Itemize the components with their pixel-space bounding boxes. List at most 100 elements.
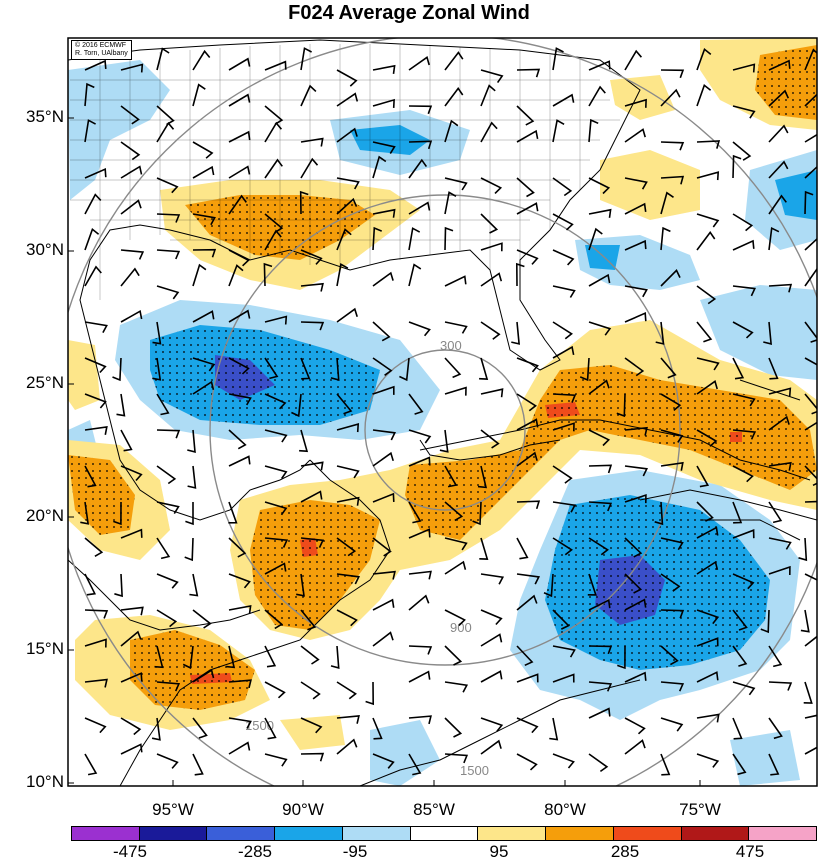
wind-barb	[264, 501, 288, 516]
wind-barb	[516, 537, 529, 560]
wind-barb	[804, 421, 817, 431]
wind-barb	[336, 573, 361, 585]
wind-barb	[444, 501, 464, 522]
wind-barb	[480, 573, 505, 585]
wind-barb	[624, 537, 643, 558]
wind-barb	[372, 492, 395, 503]
wind-barb	[156, 609, 178, 628]
wind-barb	[552, 753, 575, 769]
wind-barb	[444, 537, 468, 551]
colorbar-swatch	[478, 827, 547, 840]
wind-barb	[152, 321, 162, 345]
wind-barb	[372, 753, 395, 769]
wind-barb	[300, 137, 324, 147]
wind-barb	[732, 141, 752, 161]
wind-barb	[300, 717, 323, 734]
wind-barb	[408, 753, 422, 776]
wind-barb	[732, 717, 743, 740]
wind-barb	[768, 89, 790, 107]
wind-barb	[408, 715, 432, 725]
wind-barb	[84, 717, 107, 734]
lat-label-35n: 35°N	[26, 107, 64, 126]
wind-barb	[768, 283, 793, 293]
wind-barb	[480, 717, 504, 732]
wind-barb	[804, 165, 817, 179]
wind-barb	[444, 609, 466, 627]
wind-barb	[372, 537, 392, 557]
wind-barb	[84, 59, 107, 71]
wind-barb	[330, 645, 340, 669]
wind-barb	[480, 213, 499, 234]
wind-barb	[192, 213, 216, 226]
wind-barb	[192, 357, 216, 372]
wind-barb	[156, 573, 179, 589]
wind-barb	[187, 429, 196, 453]
wind-barb	[444, 119, 459, 143]
wind-barb	[624, 426, 648, 436]
wind-barb	[660, 429, 684, 443]
wind-barb	[84, 119, 96, 143]
ring-label-300: 300	[440, 338, 462, 353]
wind-barb	[516, 357, 539, 373]
wind-barb	[156, 465, 177, 485]
colorbar	[71, 826, 817, 841]
wind-barb	[408, 105, 433, 115]
wind-barb	[732, 357, 745, 380]
wind-barb	[228, 501, 238, 524]
wind-barb	[336, 465, 360, 479]
wind-barb	[300, 357, 311, 380]
wind-barb	[84, 537, 104, 557]
wind-barb	[552, 285, 576, 298]
wind-barb	[768, 681, 793, 691]
wind-barb	[588, 273, 611, 287]
ring-label-1500-south: 1500	[460, 763, 489, 778]
wind-barb	[336, 714, 360, 724]
wind-barb	[804, 190, 814, 215]
wind-barb	[804, 573, 817, 581]
wind-barb	[372, 631, 394, 647]
wind-barb	[264, 121, 283, 143]
ring-label-900: 900	[450, 620, 472, 635]
wind-barb	[264, 562, 287, 575]
wind-barb	[696, 171, 720, 181]
wind-barb	[511, 321, 521, 345]
wind-barb	[156, 249, 181, 260]
wind-barb	[472, 501, 482, 526]
wind-barb	[480, 609, 503, 626]
wind-barb	[732, 321, 754, 339]
wind-barb	[189, 573, 199, 597]
wind-barb	[84, 357, 107, 374]
wind-barb	[696, 501, 714, 522]
wind-barb	[616, 393, 626, 418]
wind-barb	[552, 501, 577, 513]
wind-barb	[336, 69, 358, 87]
wind-barb	[660, 269, 681, 287]
wind-barb	[768, 59, 791, 71]
wind-barb	[480, 670, 503, 683]
wind-barb	[660, 357, 677, 379]
wind-barb	[264, 393, 287, 410]
wind-barb	[408, 670, 431, 683]
wind-barb	[300, 609, 317, 631]
wind-barb	[588, 681, 613, 692]
wind-barb	[696, 713, 720, 723]
wind-barb	[732, 63, 756, 73]
wind-barb	[588, 118, 599, 143]
wind-barb	[264, 213, 284, 233]
wind-barb	[732, 609, 748, 631]
wind-barb	[696, 213, 720, 228]
significance-stipple	[68, 45, 817, 710]
wind-barb	[228, 57, 251, 71]
wind-barb	[226, 645, 236, 669]
wind-barb	[156, 213, 181, 223]
wind-barb	[300, 157, 319, 179]
wind-barb	[408, 201, 431, 215]
wind-barb	[300, 537, 325, 548]
wind-barb	[336, 609, 358, 627]
wind-barb	[804, 500, 817, 503]
wind-barb	[516, 451, 538, 467]
wind-barb	[372, 598, 395, 611]
wind-barb	[477, 465, 488, 489]
wind-barb	[156, 393, 170, 416]
wind-barb	[84, 638, 107, 648]
